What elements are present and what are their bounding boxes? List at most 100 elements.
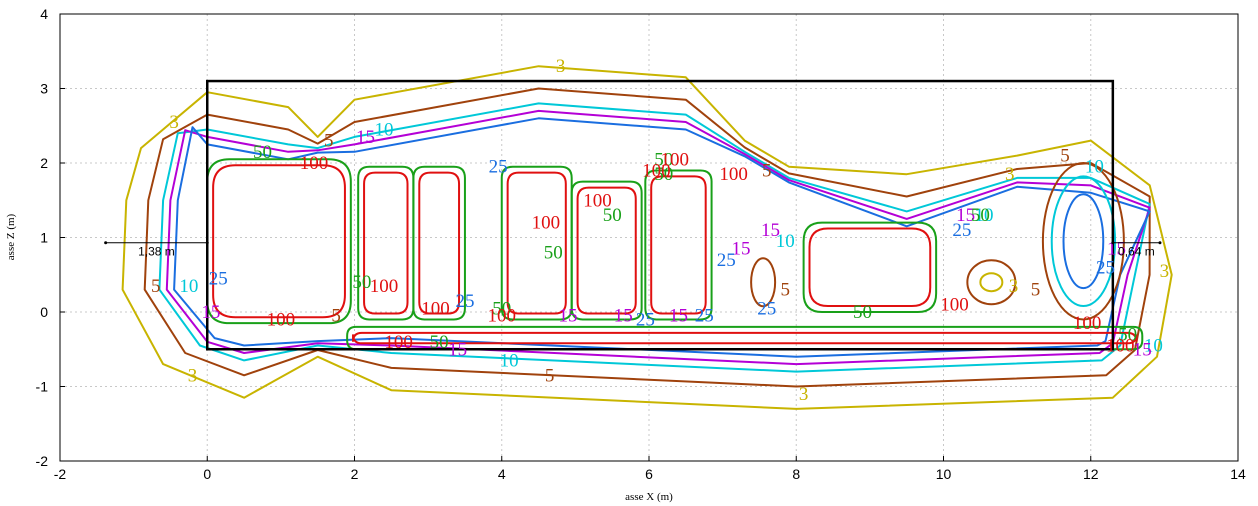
contour-label: 50 bbox=[853, 302, 872, 323]
contour-label: 3 bbox=[556, 56, 566, 77]
x-tick-label: 2 bbox=[351, 466, 359, 482]
contour-label: 3 bbox=[169, 112, 179, 133]
contour-line-10 bbox=[1050, 175, 1117, 308]
dimension-label: 0,64 m bbox=[1118, 245, 1155, 259]
y-tick-label: -2 bbox=[36, 453, 49, 469]
dimension-annotations: 1,38 m 0,64 m bbox=[104, 241, 1162, 259]
contour-label: 25 bbox=[952, 220, 971, 241]
dimension-endpoint bbox=[104, 241, 108, 245]
contour-label: 100 bbox=[661, 149, 690, 170]
contour-label: 100 bbox=[267, 309, 296, 330]
contour-line-15 bbox=[165, 109, 1151, 366]
y-tick-label: 3 bbox=[40, 81, 48, 97]
contour-label: 50 bbox=[253, 142, 272, 163]
contour-label: 100 bbox=[384, 332, 413, 353]
contour-label: 100 bbox=[1073, 313, 1102, 334]
contour-label: 3 bbox=[1005, 164, 1015, 185]
contour-label: 5 bbox=[324, 131, 334, 152]
contour-label: 10 bbox=[1144, 336, 1163, 357]
contour-label: 100 bbox=[370, 276, 399, 297]
contour-label: 10 bbox=[500, 350, 519, 371]
contour-line-50 bbox=[644, 169, 713, 321]
contour-label: 100 bbox=[642, 160, 671, 181]
dimension-label: 1,38 m bbox=[138, 245, 175, 259]
contour-line-25 bbox=[173, 117, 1151, 358]
x-tick-label: -2 bbox=[54, 466, 67, 482]
y-tick-label: 0 bbox=[40, 304, 48, 320]
contour-label: 5 bbox=[1060, 146, 1070, 167]
contour-line-5 bbox=[966, 259, 1017, 306]
contour-label: 5 bbox=[762, 160, 772, 181]
dimension-endpoint bbox=[1158, 241, 1162, 245]
y-tick-label: 1 bbox=[40, 230, 48, 246]
x-tick-label: 8 bbox=[792, 466, 800, 482]
contour-label: 15 bbox=[614, 306, 633, 327]
contour-label: 25 bbox=[489, 157, 508, 178]
x-tick-label: 6 bbox=[645, 466, 653, 482]
building-outline bbox=[206, 79, 1115, 351]
contour-line-100 bbox=[363, 171, 409, 315]
contour-line-100 bbox=[650, 175, 707, 315]
y-tick-label: -1 bbox=[36, 379, 49, 395]
contour-line-3 bbox=[121, 65, 1173, 410]
dimension-endpoint bbox=[1111, 241, 1115, 245]
contour-label: 100 bbox=[719, 164, 748, 185]
contour-label: 25 bbox=[455, 291, 474, 312]
contour-label: 15 bbox=[356, 127, 375, 148]
y-tick-label: 4 bbox=[40, 6, 48, 22]
contour-label: 10 bbox=[776, 231, 795, 252]
dimension-endpoint bbox=[205, 241, 209, 245]
contour-label: 50 bbox=[492, 298, 511, 319]
contour-label: 10 bbox=[974, 205, 993, 226]
contour-label: 15 bbox=[732, 239, 751, 260]
contour-line-100 bbox=[418, 171, 461, 315]
contour-label: 50 bbox=[1118, 324, 1137, 345]
contour-label: 25 bbox=[1096, 257, 1115, 278]
contour-label: 25 bbox=[209, 268, 228, 289]
contour-label: 3 bbox=[1160, 261, 1170, 282]
contour-label: 15 bbox=[956, 205, 975, 226]
contour-line-5 bbox=[1041, 162, 1125, 321]
contour-label: 25 bbox=[636, 309, 655, 330]
contour-label: 15 bbox=[669, 306, 688, 327]
contour-label: 100 bbox=[532, 213, 561, 234]
x-tick-label: 4 bbox=[498, 466, 506, 482]
contour-label: 15 bbox=[1133, 339, 1152, 360]
contour-label: 3 bbox=[799, 384, 809, 405]
contour-line-100 bbox=[352, 331, 1138, 345]
y-tick-label: 2 bbox=[40, 155, 48, 171]
building-rectangle bbox=[206, 79, 1115, 351]
x-tick-label: 10 bbox=[936, 466, 952, 482]
contour-label: 50 bbox=[654, 149, 673, 170]
contour-label: 50 bbox=[544, 242, 563, 263]
contour-label: 10 bbox=[374, 119, 393, 140]
contour-label: 100 bbox=[1106, 336, 1135, 357]
contour-line-3 bbox=[979, 272, 1004, 293]
contour-label: 100 bbox=[488, 306, 517, 327]
contour-line-5 bbox=[143, 87, 1151, 388]
x-tick-label: 14 bbox=[1230, 466, 1246, 482]
contour-label: 50 bbox=[430, 332, 449, 353]
contour-line-5 bbox=[750, 257, 777, 308]
contour-line-100 bbox=[808, 227, 932, 308]
contour-line-50 bbox=[500, 165, 573, 321]
contour-label: 3 bbox=[1009, 276, 1019, 297]
contour-label: 15 bbox=[448, 339, 467, 360]
contour-label: 10 bbox=[179, 276, 198, 297]
contour-label: 50 bbox=[603, 205, 622, 226]
contour-label: 25 bbox=[695, 306, 714, 327]
x-axis-title: asse X (m) bbox=[625, 491, 673, 503]
contour-label: 5 bbox=[331, 306, 341, 327]
x-tick-label: 12 bbox=[1083, 466, 1099, 482]
x-tick-label: 0 bbox=[203, 466, 211, 482]
contour-label: 50 bbox=[352, 272, 371, 293]
contour-label: 100 bbox=[421, 298, 450, 319]
contour-label: 10 bbox=[1085, 157, 1104, 178]
contour-line-50 bbox=[412, 165, 466, 321]
contour-label: 15 bbox=[559, 306, 578, 327]
contour-label: 100 bbox=[940, 295, 969, 316]
contour-label: 5 bbox=[545, 365, 555, 386]
